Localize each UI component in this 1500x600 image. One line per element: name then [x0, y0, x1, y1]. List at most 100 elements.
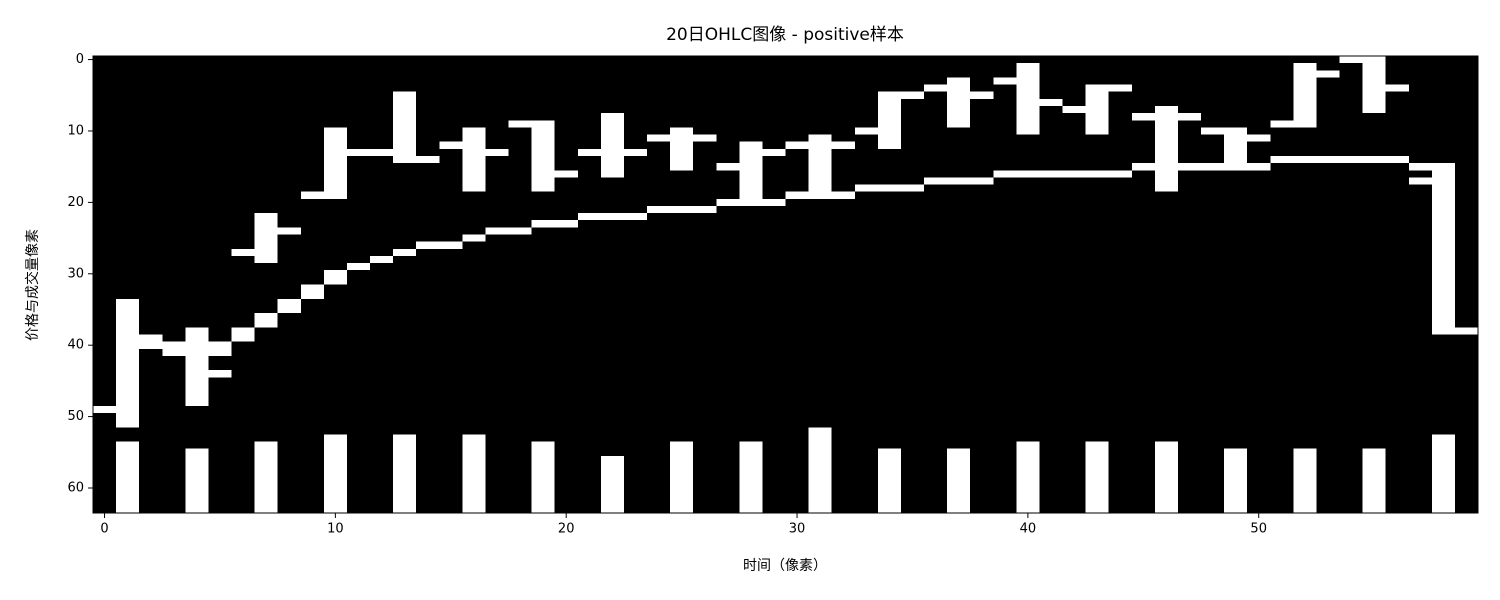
close-tick [1108, 84, 1132, 92]
close-tick [831, 141, 855, 149]
moving-average [1201, 163, 1225, 171]
moving-average [1408, 163, 1432, 171]
moving-average [808, 191, 832, 199]
moving-average [439, 241, 463, 249]
moving-average [1016, 170, 1040, 178]
high-low-bar [670, 127, 694, 171]
volume-bar [1431, 434, 1455, 513]
moving-average [346, 263, 370, 271]
moving-average [508, 227, 532, 235]
open-tick [300, 191, 324, 199]
close-tick [1316, 70, 1340, 78]
y-tick-label: 50 [67, 409, 84, 424]
moving-average [577, 213, 601, 221]
moving-average [1224, 163, 1248, 171]
high-low-bar [1431, 163, 1455, 335]
high-low-bar [877, 91, 901, 149]
moving-average [1131, 163, 1155, 171]
volume-bar [739, 441, 763, 513]
volume-bar [947, 448, 971, 513]
high-low-bar [531, 120, 555, 192]
moving-average [416, 241, 440, 249]
moving-average [1339, 155, 1363, 164]
x-tick-label: 10 [327, 522, 344, 537]
moving-average [693, 205, 717, 214]
high-low-bar [185, 327, 209, 406]
moving-average [716, 198, 740, 206]
close-tick [693, 134, 717, 142]
high-low-bar [1362, 56, 1386, 114]
moving-average [554, 220, 578, 228]
moving-average [1431, 163, 1455, 171]
moving-average [462, 234, 486, 242]
high-low-bar [116, 298, 140, 428]
moving-average [1293, 155, 1317, 164]
moving-average [208, 341, 232, 356]
y-axis-label: 价格与成交量像素 [24, 229, 41, 341]
moving-average [485, 227, 509, 235]
moving-average [623, 213, 647, 221]
moving-average [1362, 155, 1386, 164]
x-axis-label: 时间（像素） [743, 558, 827, 574]
open-tick [508, 120, 532, 128]
moving-average [231, 327, 255, 342]
moving-average [1385, 155, 1409, 164]
moving-average [993, 170, 1017, 178]
high-low-bar [323, 127, 347, 199]
open-tick [93, 405, 117, 414]
volume-bar [462, 434, 486, 513]
moving-average [1062, 170, 1086, 178]
y-tick-label: 60 [67, 481, 84, 496]
moving-average [1270, 155, 1294, 164]
moving-average [323, 270, 347, 285]
close-tick [1385, 84, 1409, 92]
close-tick [623, 148, 647, 156]
moving-average [600, 213, 624, 221]
high-low-bar [947, 77, 971, 128]
moving-average [300, 284, 324, 299]
open-tick [1201, 127, 1225, 135]
close-tick [970, 91, 994, 99]
open-tick [924, 84, 948, 92]
x-tick-label: 20 [558, 522, 575, 537]
high-low-bar [600, 113, 624, 178]
volume-bar [185, 448, 209, 513]
moving-average [185, 341, 209, 349]
close-tick [1247, 134, 1271, 142]
moving-average [670, 205, 694, 214]
open-tick [1062, 105, 1086, 114]
high-low-bar [254, 213, 278, 264]
x-tick-label: 40 [1020, 522, 1037, 537]
volume-bar [323, 434, 347, 513]
volume-bar [116, 441, 140, 513]
moving-average [831, 191, 855, 199]
volume-bar [1085, 441, 1109, 513]
volume-bar [1154, 441, 1178, 513]
volume-bar [808, 427, 832, 513]
close-tick [1454, 327, 1478, 335]
volume-bar [1362, 448, 1386, 513]
moving-average [139, 341, 163, 349]
moving-average [785, 191, 809, 199]
moving-average [1316, 155, 1340, 164]
plot-frame [92, 55, 1479, 514]
moving-average [1177, 163, 1201, 171]
close-tick [139, 334, 163, 342]
open-tick [1339, 56, 1363, 64]
moving-average [762, 198, 786, 206]
open-tick [439, 141, 463, 149]
high-low-bar [808, 134, 832, 199]
moving-average [531, 220, 555, 228]
moving-average [739, 198, 763, 206]
close-tick [554, 170, 578, 178]
volume-bar [1224, 448, 1248, 513]
volume-bar [600, 455, 624, 513]
open-tick [231, 248, 255, 256]
open-tick [1131, 113, 1155, 121]
volume-bar [254, 441, 278, 513]
moving-average [900, 184, 924, 192]
x-tick-label: 30 [789, 522, 806, 537]
moving-average [877, 184, 901, 192]
y-tick-label: 10 [67, 123, 84, 138]
high-low-bar [1085, 84, 1109, 135]
